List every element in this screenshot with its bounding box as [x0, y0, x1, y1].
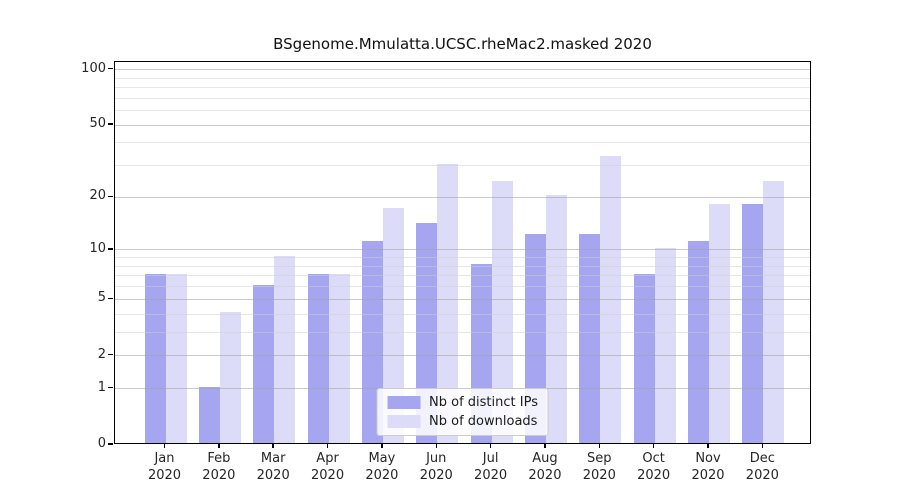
- gridline-minor-80: [115, 87, 810, 89]
- x-tick-label-aug: Aug 2020: [528, 451, 562, 483]
- bar-downloads-nov: [709, 203, 730, 443]
- x-tick-mark-feb: [218, 444, 220, 448]
- y-tick-label-10: 10: [89, 240, 106, 256]
- plot-area: Nb of distinct IPs Nb of downloads: [114, 61, 811, 444]
- y-tick-mark-1: [108, 386, 113, 389]
- bar-downloads-sep: [600, 156, 622, 443]
- bar-ips-mar: [253, 284, 275, 443]
- bar-downloads-apr: [328, 273, 350, 443]
- y-tick-mark-0: [108, 443, 113, 445]
- x-tick-label-jan: Jan 2020: [147, 451, 182, 483]
- x-tick-mark-jul: [489, 444, 492, 448]
- x-tick-label-jun: Jun 2020: [419, 451, 453, 483]
- bar-ips-nov: [688, 240, 709, 443]
- bar-ips-apr: [307, 273, 329, 443]
- legend-label: Nb of downloads: [429, 414, 538, 429]
- x-tick-label-oct: Oct 2020: [637, 451, 671, 483]
- y-tick-label-20: 20: [89, 188, 106, 204]
- gridline-minor-30: [115, 165, 810, 167]
- bar-ips-oct: [633, 273, 655, 443]
- x-tick-label-apr: Apr 2020: [311, 451, 345, 483]
- x-tick-mark-jan: [163, 444, 166, 448]
- y-tick-label-0: 0: [97, 436, 106, 451]
- bar-ips-sep: [579, 234, 601, 443]
- legend-row-ips: Nb of distinct IPs: [387, 395, 538, 410]
- bar-downloads-feb: [219, 312, 241, 443]
- bar-downloads-aug: [545, 195, 567, 443]
- bar-ips-jan: [144, 273, 166, 443]
- chart-title: BSgenome.Mmulatta.UCSC.rheMac2.masked 20…: [273, 35, 652, 53]
- y-tick-mark-5: [108, 297, 113, 300]
- legend-label: Nb of distinct IPs: [429, 395, 538, 410]
- bar-downloads-dec: [763, 181, 785, 443]
- x-tick-mark-oct: [652, 444, 655, 448]
- gridline-minor-60: [115, 110, 810, 112]
- x-tick-mark-nov: [707, 444, 709, 448]
- bar-downloads-jun: [437, 163, 459, 443]
- x-tick-label-may: May 2020: [365, 451, 399, 483]
- x-tick-label-dec: Dec 2020: [745, 451, 779, 483]
- x-tick-mark-may: [381, 444, 383, 448]
- y-tick-mark-10: [108, 248, 113, 250]
- y-tick-label-5: 5: [97, 290, 106, 306]
- legend-swatch-icon: [387, 415, 421, 428]
- gridline-major-20: [115, 196, 810, 198]
- x-tick-mark-jun: [435, 444, 437, 448]
- y-tick-mark-20: [108, 195, 113, 198]
- y-tick-mark-50: [108, 123, 113, 125]
- gridline-minor-40: [115, 142, 810, 144]
- y-tick-mark-100: [108, 67, 113, 70]
- y-tick-label-1: 1: [97, 379, 106, 395]
- x-tick-label-mar: Mar 2020: [256, 451, 290, 483]
- bar-ips-jun: [416, 222, 438, 443]
- y-tick-label-100: 100: [81, 60, 106, 76]
- gridline-major-100: [115, 69, 810, 71]
- bar-ips-dec: [742, 203, 764, 443]
- y-tick-mark-2: [108, 353, 113, 356]
- gridline-minor-90: [115, 77, 810, 79]
- bar-downloads-jan: [165, 273, 187, 443]
- x-tick-mark-dec: [761, 444, 764, 448]
- legend-row-downloads: Nb of downloads: [387, 414, 538, 429]
- x-tick-label-feb: Feb 2020: [202, 451, 236, 483]
- x-tick-label-jul: Jul 2020: [474, 451, 508, 483]
- y-tick-label-50: 50: [89, 116, 106, 132]
- bar-downloads-mar: [274, 255, 296, 443]
- x-tick-mark-apr: [326, 444, 329, 448]
- bar-downloads-jul: [491, 181, 513, 443]
- legend-swatch-icon: [387, 396, 421, 409]
- bar-ips-feb: [198, 386, 220, 443]
- y-tick-label-2: 2: [97, 346, 106, 362]
- x-tick-label-sep: Sep 2020: [582, 451, 616, 483]
- x-tick-mark-mar: [272, 444, 274, 448]
- gridline-minor-70: [115, 97, 810, 99]
- x-tick-mark-sep: [598, 444, 601, 448]
- gridline-major-50: [115, 124, 810, 126]
- bar-downloads-oct: [654, 248, 676, 443]
- x-tick-mark-aug: [544, 444, 546, 448]
- x-tick-label-nov: Nov 2020: [691, 451, 725, 483]
- legend: Nb of distinct IPs Nb of downloads: [376, 388, 549, 436]
